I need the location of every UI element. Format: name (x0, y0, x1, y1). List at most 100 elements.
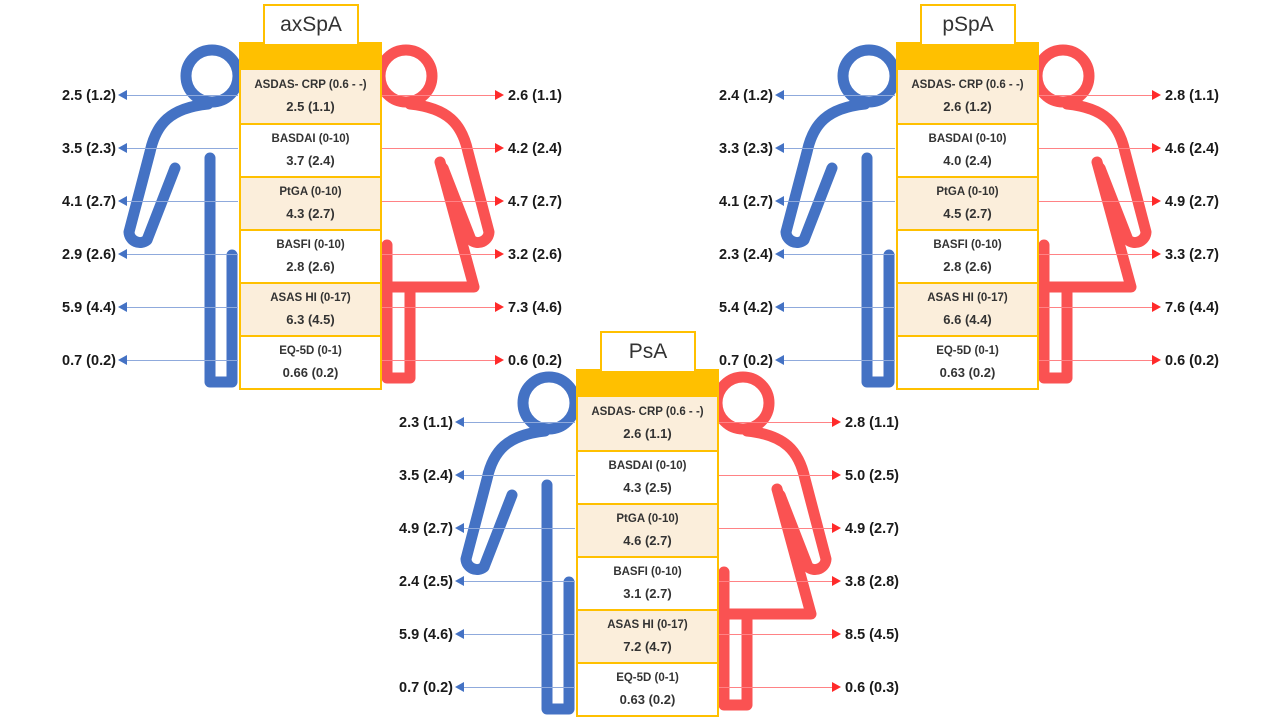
male-value-label: 2.4 (2.5) (399, 574, 453, 590)
female-arrow-icon (382, 355, 504, 366)
metric-overall-value: 7.2 (4.7) (623, 639, 672, 654)
male-value-label: 5.4 (4.2) (719, 300, 773, 316)
male-value-label: 3.3 (2.3) (719, 141, 773, 157)
female-arrow-icon (1039, 143, 1161, 154)
metric-label: EQ-5D (0-1) (616, 672, 679, 684)
male-value-label: 5.9 (4.4) (62, 300, 116, 316)
male-arrow-icon (455, 523, 575, 534)
arrowhead-left-icon (775, 249, 784, 260)
metric-overall-value: 2.8 (2.6) (943, 259, 992, 274)
male-arrow-icon (455, 470, 575, 481)
group-title: axSpA (263, 4, 359, 46)
female-value-label: 4.7 (2.7) (508, 194, 562, 210)
female-value-label: 4.9 (2.7) (845, 521, 899, 537)
female-arrow-icon (719, 523, 841, 534)
arrowhead-left-icon (118, 196, 127, 207)
metric-label: PtGA (0-10) (279, 186, 342, 198)
arrowhead-left-icon (455, 629, 464, 640)
metric-row: PtGA (0-10) 4.6 (2.7) (578, 503, 717, 556)
metric-label: ASDAS- CRP (0.6 - -) (254, 78, 367, 91)
male-value-label: 2.9 (2.6) (62, 247, 116, 263)
female-arrow-icon (1039, 90, 1161, 101)
male-value-label: 2.4 (1.2) (719, 88, 773, 104)
female-value-label: 0.6 (0.2) (1165, 353, 1219, 369)
metric-row: BASFI (0-10) 2.8 (2.6) (898, 229, 1037, 282)
female-arrow-icon (382, 90, 504, 101)
metric-overall-value: 3.7 (2.4) (286, 153, 335, 168)
arrowhead-right-icon (495, 302, 504, 313)
female-arrow-icon (382, 196, 504, 207)
metric-row: ASAS HI (0-17) 7.2 (4.7) (578, 609, 717, 662)
metric-label: ASAS HI (0-17) (607, 619, 688, 631)
male-arrow-icon (118, 355, 238, 366)
male-value-label: 5.9 (4.6) (399, 627, 453, 643)
arrowhead-right-icon (495, 90, 504, 101)
arrowhead-right-icon (832, 470, 841, 481)
male-arrow-icon (118, 143, 238, 154)
male-value-label: 0.7 (0.2) (399, 680, 453, 696)
arrowhead-right-icon (832, 576, 841, 587)
female-value-label: 7.6 (4.4) (1165, 300, 1219, 316)
metric-row: EQ-5D (0-1) 0.63 (0.2) (898, 335, 1037, 388)
male-arrow-icon (775, 196, 895, 207)
female-arrow-icon (1039, 249, 1161, 260)
group-title-label: PsA (628, 340, 668, 363)
female-value-label: 4.9 (2.7) (1165, 194, 1219, 210)
male-arrow-icon (118, 196, 238, 207)
table-header-bar (898, 44, 1037, 70)
metric-row: BASFI (0-10) 3.1 (2.7) (578, 556, 717, 609)
arrowhead-left-icon (118, 143, 127, 154)
arrowhead-left-icon (775, 302, 784, 313)
arrowhead-right-icon (832, 417, 841, 428)
metric-label: PtGA (0-10) (936, 186, 999, 198)
male-arrow-icon (775, 302, 895, 313)
arrowhead-left-icon (118, 302, 127, 313)
metric-overall-value: 3.1 (2.7) (623, 586, 672, 601)
female-arrow-icon (1039, 302, 1161, 313)
arrowhead-left-icon (118, 249, 127, 260)
metric-row: ASDAS- CRP (0.6 - -) 2.5 (1.1) (241, 70, 380, 123)
female-value-label: 4.2 (2.4) (508, 141, 562, 157)
arrowhead-right-icon (495, 249, 504, 260)
metric-row: PtGA (0-10) 4.5 (2.7) (898, 176, 1037, 229)
arrowhead-left-icon (775, 90, 784, 101)
metric-row: BASFI (0-10) 2.8 (2.6) (241, 229, 380, 282)
arrowhead-left-icon (455, 523, 464, 534)
arrowhead-right-icon (832, 682, 841, 693)
metric-row: BASDAI (0-10) 3.7 (2.4) (241, 123, 380, 176)
male-value-label: 2.5 (1.2) (62, 88, 116, 104)
group-title-label: pSpA (942, 13, 994, 36)
arrowhead-right-icon (1152, 302, 1161, 313)
female-arrow-icon (719, 470, 841, 481)
male-value-label: 3.5 (2.4) (399, 468, 453, 484)
female-value-label: 0.6 (0.2) (508, 353, 562, 369)
male-value-label: 2.3 (2.4) (719, 247, 773, 263)
metric-overall-value: 6.6 (4.4) (943, 312, 992, 327)
table-rows: ASDAS- CRP (0.6 - -) 2.5 (1.1) BASDAI (0-1… (241, 70, 380, 388)
male-value-label: 4.1 (2.7) (719, 194, 773, 210)
arrowhead-right-icon (495, 143, 504, 154)
female-arrow-icon (382, 249, 504, 260)
male-value-label: 3.5 (2.3) (62, 141, 116, 157)
metric-row: BASDAI (0-10) 4.3 (2.5) (578, 450, 717, 503)
metric-overall-value: 4.3 (2.5) (623, 480, 672, 495)
arrowhead-right-icon (832, 629, 841, 640)
male-arrow-icon (775, 90, 895, 101)
arrowhead-right-icon (1152, 355, 1161, 366)
female-arrow-icon (719, 576, 841, 587)
male-value-label: 0.7 (0.2) (719, 353, 773, 369)
arrowhead-right-icon (1152, 196, 1161, 207)
metric-label: EQ-5D (0-1) (936, 345, 999, 357)
metric-label: ASDAS- CRP (0.6 - -) (911, 78, 1024, 91)
female-arrow-icon (719, 629, 841, 640)
arrowhead-right-icon (1152, 90, 1161, 101)
table-header-bar (241, 44, 380, 70)
arrowhead-left-icon (455, 417, 464, 428)
male-value-label: 0.7 (0.2) (62, 353, 116, 369)
female-arrow-icon (382, 143, 504, 154)
group-title-label: axSpA (280, 13, 342, 36)
table-rows: ASDAS- CRP (0.6 - -) 2.6 (1.1) BASDAI (0-1… (578, 397, 717, 715)
metric-table: ASDAS- CRP (0.6 - -) 2.6 (1.1) BASDAI (0-1… (576, 369, 719, 717)
arrowhead-right-icon (832, 523, 841, 534)
female-arrow-icon (1039, 196, 1161, 207)
